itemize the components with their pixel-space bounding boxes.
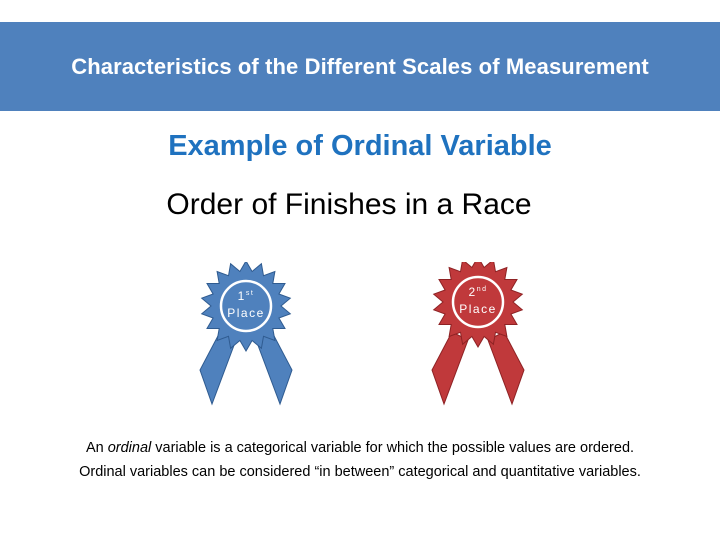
slide-subtitle: Example of Ordinal Variable bbox=[168, 130, 552, 162]
example-title: Order of Finishes in a Race bbox=[166, 188, 532, 221]
description-line-1: An ordinal variable is a categorical var… bbox=[85, 440, 635, 456]
ribbon-award-icon bbox=[431, 262, 525, 406]
description-line-2: Ordinal variables can be considered “in … bbox=[79, 464, 641, 480]
ribbon-rank: 1st bbox=[237, 289, 255, 303]
ribbon-label: Place bbox=[459, 302, 497, 316]
slide-title: Characteristics of the Different Scales … bbox=[71, 53, 649, 79]
ribbon-rank: 2nd bbox=[468, 285, 488, 299]
first-place-ribbon: 1st Place bbox=[190, 262, 302, 408]
ribbon-award-icon bbox=[199, 262, 293, 406]
header-bar: Characteristics of the Different Scales … bbox=[0, 22, 720, 111]
ribbon-label: Place bbox=[227, 306, 265, 320]
second-place-ribbon: 2nd Place bbox=[422, 262, 534, 408]
description: An ordinal variable is a categorical var… bbox=[0, 436, 720, 484]
